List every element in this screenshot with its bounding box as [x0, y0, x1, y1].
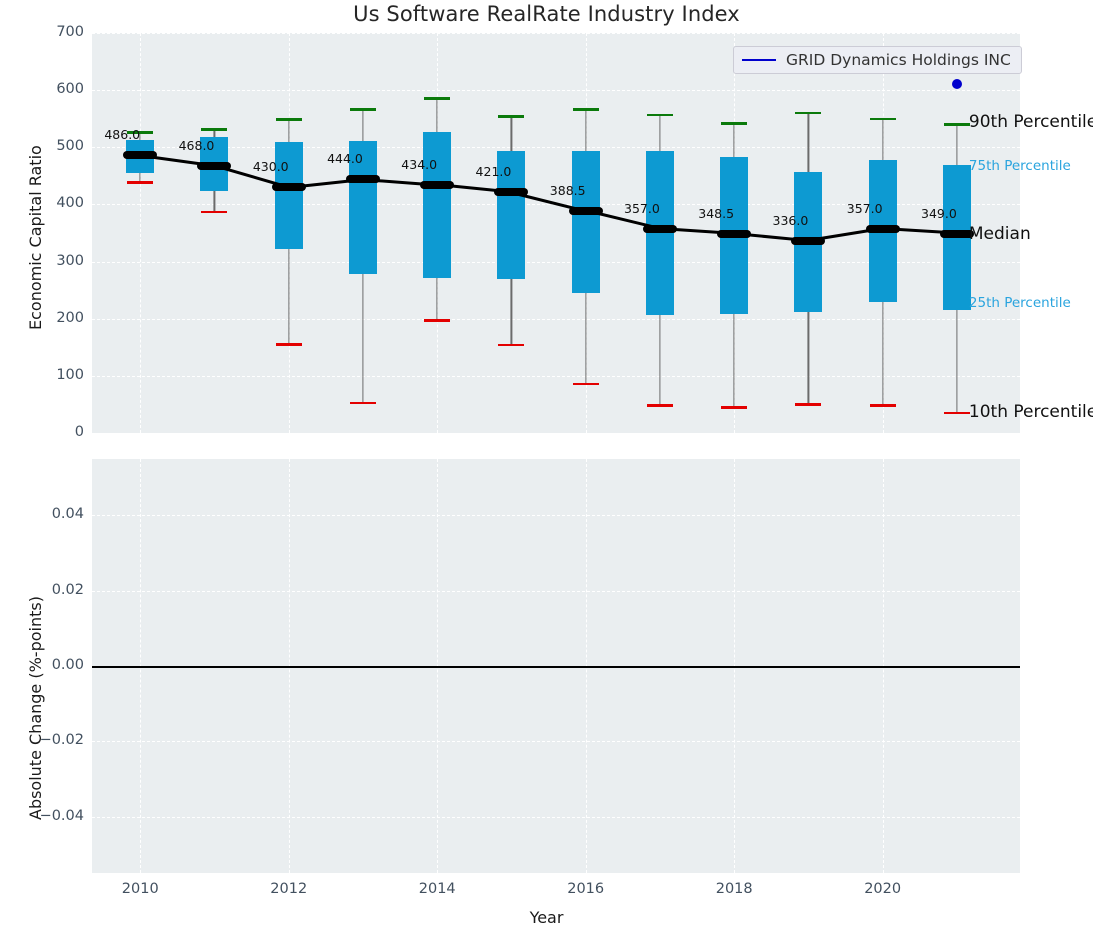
- median-marker: [642, 225, 677, 233]
- top-panel-y-axis-label: Economic Capital Ratio: [26, 145, 45, 330]
- company-marker-series: [92, 33, 1020, 433]
- annotation-75th-percentile: 75th Percentile: [968, 158, 1071, 175]
- y-tick-label: 0.04: [51, 506, 84, 523]
- median-value-label: 349.0: [920, 205, 957, 221]
- bottom-panel-y-axis-label: Absolute Change (%-points): [26, 596, 45, 820]
- legend-line-swatch-icon: [742, 58, 776, 62]
- median-marker: [494, 188, 529, 197]
- y-tick-label: 700: [56, 24, 84, 40]
- y-tick-label: 500: [56, 138, 84, 155]
- x-tick-label: 2018: [715, 881, 753, 897]
- median-value-label: 468.0: [178, 137, 215, 153]
- cap-90th-percentile: [275, 118, 302, 121]
- y-tick-label: 0.00: [51, 657, 84, 673]
- median-marker: [791, 237, 826, 245]
- median-value-label: 434.0: [401, 157, 438, 172]
- interquartile-box: [348, 141, 377, 274]
- zero-reference-line: [92, 666, 1020, 668]
- y-tick-label: 300: [56, 252, 84, 269]
- cap-10th-percentile: [795, 403, 822, 406]
- x-tick-label: 2014: [418, 881, 456, 897]
- median-value-label: 357.0: [846, 201, 883, 216]
- median-marker: [420, 181, 455, 189]
- interquartile-box: [274, 141, 303, 249]
- median-marker: [271, 183, 306, 192]
- median-value-label: 348.5: [698, 205, 735, 221]
- cap-10th-percentile: [572, 382, 599, 386]
- bottom-panel-plot-area: [92, 459, 1020, 873]
- interquartile-box: [571, 150, 600, 293]
- cap-90th-percentile: [721, 122, 748, 125]
- gridline-horizontal: [92, 515, 1020, 517]
- median-marker: [123, 151, 158, 160]
- y-tick-label: 400: [56, 195, 84, 212]
- cap-10th-percentile: [127, 181, 154, 184]
- y-tick-label: 100: [56, 366, 84, 383]
- cap-10th-percentile: [646, 404, 673, 408]
- top-panel-plot-area: 486.0 468.0 430.0 444.0 434.0 421.0 388.5 357.0…: [92, 33, 1093, 434]
- cap-90th-percentile: [646, 113, 673, 117]
- cap-10th-percentile: [349, 401, 376, 405]
- median-value-label: 430.0: [252, 159, 289, 175]
- cap-10th-percentile: [201, 210, 228, 214]
- gridline-horizontal: [92, 433, 1020, 434]
- y-tick-label: 200: [56, 309, 84, 326]
- cap-10th-percentile: [721, 406, 748, 409]
- cap-10th-percentile: [275, 343, 302, 346]
- cap-90th-percentile: [201, 128, 228, 132]
- gridline-horizontal: [92, 741, 1020, 743]
- median-marker: [197, 161, 232, 170]
- cap-90th-percentile: [498, 115, 525, 118]
- boxplot-series: [92, 33, 1020, 433]
- annotation-90th-percentile: 90th Percentile: [968, 112, 1093, 133]
- cap-90th-percentile: [424, 97, 451, 100]
- gridline-horizontal: [92, 816, 1020, 818]
- median-marker: [717, 229, 752, 238]
- cap-10th-percentile: [424, 319, 451, 322]
- interquartile-box: [497, 150, 526, 279]
- cap-10th-percentile: [498, 343, 525, 347]
- legend[interactable]: GRID Dynamics Holdings INC: [733, 46, 1022, 74]
- company-data-point[interactable]: [951, 79, 962, 90]
- annotation-median: Median: [968, 223, 1031, 244]
- cap-90th-percentile: [869, 117, 896, 121]
- median-line-series: 486.0 468.0 430.0 444.0 434.0 421.0 388.5 357.0…: [92, 33, 1020, 433]
- page-title: Us Software RealRate Industry Index: [353, 2, 740, 26]
- cap-90th-percentile: [795, 111, 822, 115]
- x-axis-label: Year: [529, 908, 564, 927]
- median-marker: [865, 225, 900, 233]
- cap-10th-percentile: [943, 411, 970, 415]
- legend-label: GRID Dynamics Holdings INC: [786, 51, 1011, 69]
- y-tick-label: 0.02: [51, 581, 84, 598]
- cap-90th-percentile: [943, 123, 970, 126]
- x-tick-label: 2016: [567, 881, 605, 897]
- median-value-label: 486.0: [104, 127, 141, 143]
- cap-10th-percentile: [869, 404, 896, 408]
- median-value-label: 357.0: [624, 201, 660, 216]
- median-marker: [939, 229, 974, 238]
- cap-90th-percentile: [572, 108, 599, 112]
- annotation-10th-percentile: 10th Percentile: [968, 402, 1093, 423]
- annotation-25th-percentile: 25th Percentile: [968, 295, 1071, 312]
- cap-90th-percentile: [127, 131, 154, 134]
- median-marker: [568, 207, 603, 215]
- gridline-horizontal: [92, 590, 1020, 592]
- median-value-label: 444.0: [327, 151, 363, 167]
- interquartile-box: [942, 165, 971, 311]
- x-tick-label: 2010: [121, 881, 159, 897]
- y-tick-label: 0: [74, 424, 84, 440]
- y-tick-label: −0.04: [39, 807, 84, 824]
- interquartile-box: [423, 131, 452, 278]
- median-value-label: 336.0: [772, 213, 809, 228]
- y-tick-label: 600: [56, 81, 84, 98]
- cap-90th-percentile: [349, 108, 376, 112]
- median-value-label: 421.0: [475, 164, 512, 180]
- y-tick-label: −0.02: [39, 732, 84, 749]
- x-tick-label: 2020: [864, 881, 902, 897]
- median-marker: [345, 175, 380, 184]
- x-tick-label: 2012: [270, 881, 308, 897]
- median-value-label: 388.5: [549, 183, 586, 198]
- percentile-annotations: 90th Percentile 75th Percentile Median 25th…: [92, 33, 1093, 433]
